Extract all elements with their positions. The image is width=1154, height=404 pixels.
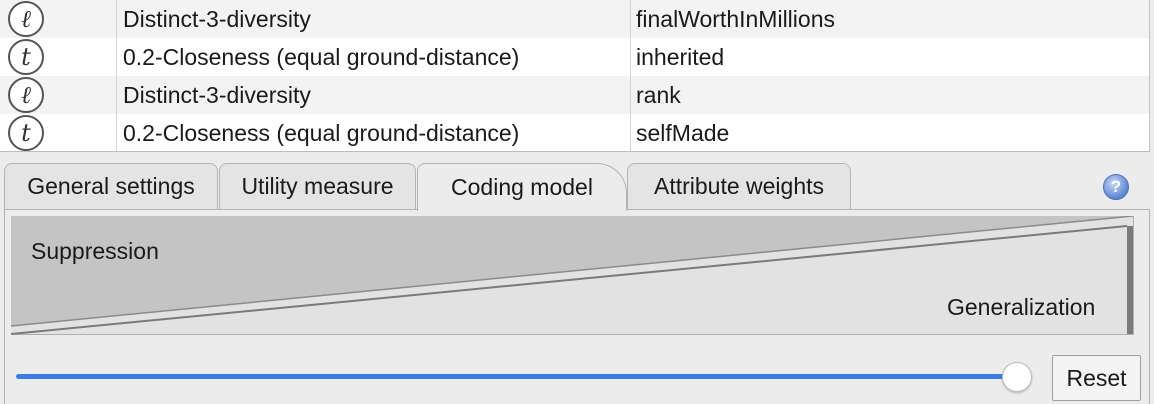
l-diversity-icon: ℓ: [8, 1, 44, 37]
t-closeness-icon: t: [8, 39, 44, 75]
coding-model-slider[interactable]: [16, 362, 1032, 392]
table-row[interactable]: ℓ Distinct-3-diversity rank: [0, 76, 1149, 114]
criterion-cell: Distinct-3-diversity: [117, 76, 631, 114]
attribute-cell: selfMade: [636, 119, 730, 146]
criteria-table: ℓ Distinct-3-diversity finalWorthInMilli…: [0, 0, 1150, 152]
criterion-cell: 0.2-Closeness (equal ground-distance): [117, 38, 631, 76]
generalization-label: Generalization: [947, 294, 1096, 320]
table-row[interactable]: t 0.2-Closeness (equal ground-distance) …: [0, 38, 1149, 76]
criterion-cell: 0.2-Closeness (equal ground-distance): [117, 114, 631, 151]
icon-cell: t: [0, 38, 117, 76]
attribute-cell: inherited: [636, 43, 725, 70]
icon-cell: ℓ: [0, 76, 117, 114]
tab-general-settings[interactable]: General settings: [4, 163, 218, 209]
settings-tabs: General settings Utility measure Attribu…: [0, 163, 1154, 211]
attribute-cell: finalWorthInMillions: [636, 5, 835, 32]
criterion-cell: Distinct-3-diversity: [117, 0, 631, 38]
suppression-label: Suppression: [31, 238, 159, 264]
tab-utility-measure[interactable]: Utility measure: [219, 163, 416, 209]
t-closeness-icon: t: [8, 115, 44, 151]
attribute-cell: rank: [636, 81, 681, 108]
l-diversity-icon: ℓ: [8, 77, 44, 113]
table-row[interactable]: ℓ Distinct-3-diversity finalWorthInMilli…: [0, 0, 1149, 38]
coding-model-graphic: [11, 216, 1134, 335]
reset-button[interactable]: Reset: [1052, 355, 1141, 401]
tab-attribute-weights[interactable]: Attribute weights: [627, 163, 851, 209]
slider-track: [16, 374, 1017, 379]
icon-cell: t: [0, 114, 117, 151]
tab-coding-model[interactable]: Coding model: [417, 163, 627, 211]
table-row[interactable]: t 0.2-Closeness (equal ground-distance) …: [0, 114, 1149, 151]
generalization-area: [11, 216, 1133, 334]
slider-thumb[interactable]: [1002, 362, 1032, 392]
help-icon[interactable]: ?: [1103, 174, 1129, 200]
icon-cell: ℓ: [0, 0, 117, 38]
